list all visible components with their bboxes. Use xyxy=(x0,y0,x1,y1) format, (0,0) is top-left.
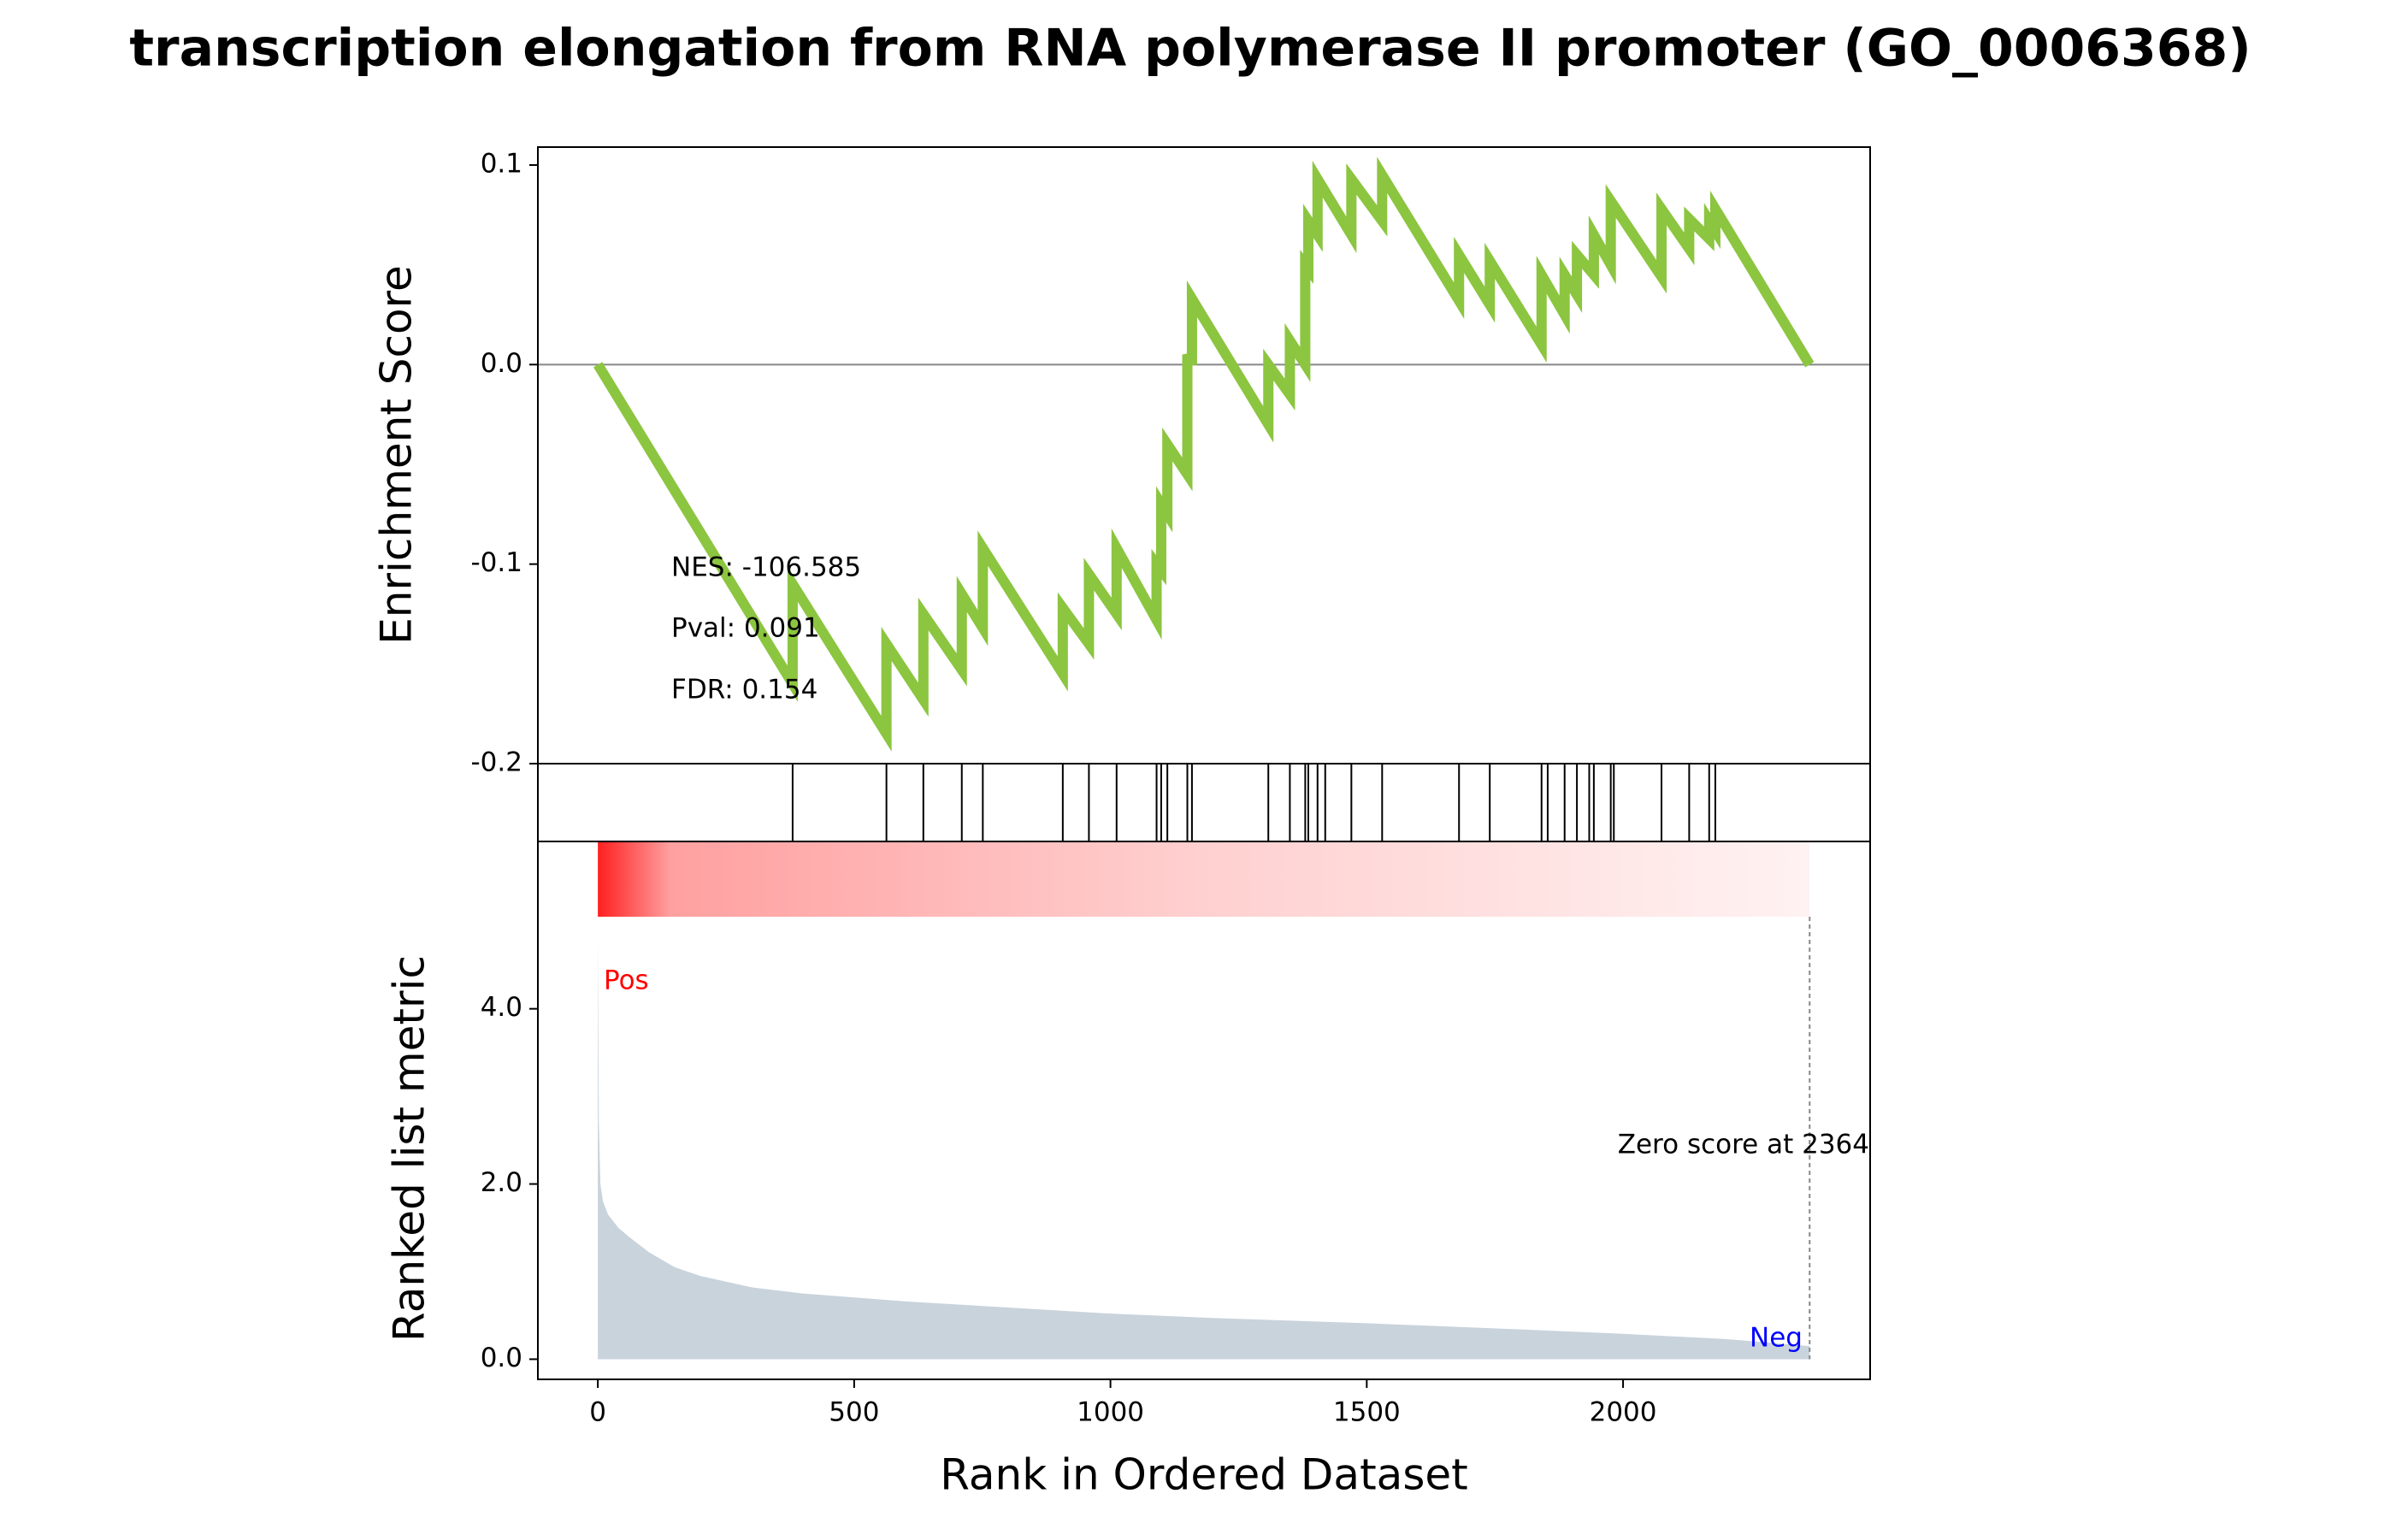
pos-label: Pos xyxy=(604,965,649,996)
x-tick-label: 1500 xyxy=(1333,1397,1401,1428)
x-tick-label: 2000 xyxy=(1590,1397,1657,1428)
stat-annotation: FDR: 0.154 xyxy=(671,675,817,705)
y-tick-label: -0.1 xyxy=(471,547,523,578)
rank-colorbar xyxy=(598,841,1810,917)
stat-annotation: Pval: 0.091 xyxy=(671,613,820,644)
metric-area xyxy=(598,938,1810,1360)
stat-annotation: NES: -106.585 xyxy=(671,552,861,583)
axes-frame xyxy=(537,146,1871,764)
y-axis-label: Ranked list metric xyxy=(385,955,434,1342)
x-tick-label: 500 xyxy=(829,1397,879,1428)
axes-frame xyxy=(537,841,1871,1380)
y-tick-label: 2.0 xyxy=(481,1167,522,1198)
y-tick-label: 0.0 xyxy=(481,348,522,379)
y-tick-label: -0.2 xyxy=(471,747,523,778)
y-tick-label: 4.0 xyxy=(481,992,522,1023)
neg-label: Neg xyxy=(1750,1323,1803,1354)
x-tick-label: 1000 xyxy=(1077,1397,1144,1428)
enrichment-line xyxy=(593,156,1815,752)
chart-title: transcription elongation from RNA polyme… xyxy=(129,19,2251,79)
x-axis-label: Rank in Ordered Dataset xyxy=(940,1450,1467,1500)
y-tick-label: 0.0 xyxy=(481,1343,522,1373)
y-axis-label: Enrichment Score xyxy=(372,265,422,645)
zero-score-label: Zero score at 2364 xyxy=(1618,1130,1869,1160)
axes-frame xyxy=(537,763,1871,842)
y-tick-label: 0.1 xyxy=(481,149,522,180)
x-tick-label: 0 xyxy=(589,1397,606,1428)
